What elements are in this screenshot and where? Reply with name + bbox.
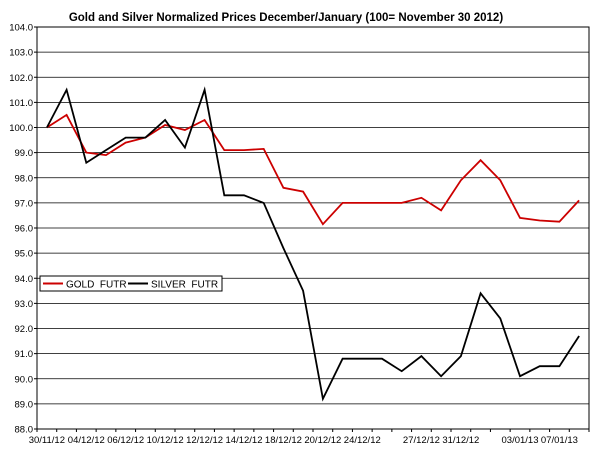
x-tick-label: 12/12/12 [186,435,223,446]
y-tick-label: 89.0 [15,399,34,410]
x-tick-label: 14/12/12 [226,435,263,446]
y-tick-label: 91.0 [15,349,34,360]
x-tick-label: 04/12/12 [68,435,105,446]
chart-title: Gold and Silver Normalized Prices Decemb… [69,12,503,24]
y-tick-label: 93.0 [15,299,34,310]
legend-silver-label: SILVER FUTR [151,280,218,291]
x-tick-label: 30/11/12 [29,435,65,446]
x-tick-label: 03/01/13 [502,435,539,446]
y-tick-label: 95.0 [15,249,34,260]
y-tick-label: 98.0 [15,173,34,184]
x-tick-label: 10/12/12 [147,435,184,446]
x-tick-label: 07/01/13 [541,435,578,446]
series-line-silver [46,86,580,402]
gridlines [37,26,589,430]
y-tick-label: 92.0 [15,324,34,335]
x-tick-label: 31/12/12 [442,435,479,446]
x-tick-label: 06/12/12 [107,435,144,446]
legend-gold-label: GOLD FUTR [66,280,127,291]
x-tick-label: 20/12/12 [304,435,341,446]
y-axis: 88.0 89.0 90.0 91.0 92.0 93.0 94.0 95.0 96.0 97.0… [9,23,37,436]
x-tick-label: 24/12/12 [344,435,381,446]
y-tick-label: 96.0 [15,224,34,235]
x-axis: 30/11/12 04/12/12 06/12/12 10/12/12 12/12/12… [29,429,590,446]
series-line-gold [46,113,580,226]
y-tick-label: 102.0 [9,73,33,84]
y-tick-label: 94.0 [15,274,34,285]
y-tick-label: 88.0 [15,425,34,436]
x-tick-label: 27/12/12 [403,435,440,446]
y-tick-label: 97.0 [15,198,34,209]
y-tick-label: 103.0 [9,48,33,59]
y-tick-label: 104.0 [9,23,33,34]
y-tick-label: 99.0 [15,148,34,159]
x-tick-label: 18/12/12 [265,435,302,446]
legend: GOLD FUTR SILVER FUTR [39,275,223,292]
y-tick-label: 90.0 [15,374,34,385]
y-tick-label: 101.0 [9,98,33,109]
series-lines [46,86,580,402]
y-tick-label: 100.0 [9,123,33,134]
